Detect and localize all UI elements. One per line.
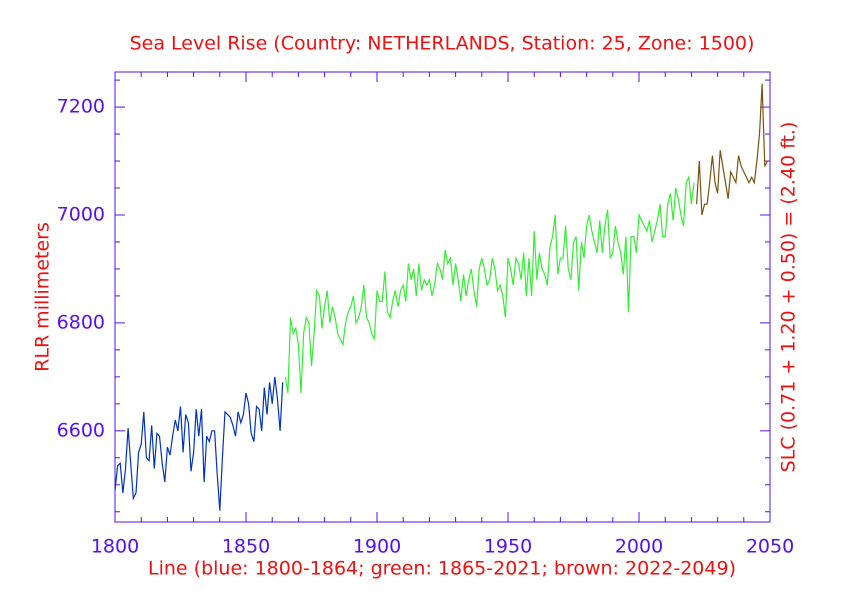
y-axis-label: RLR millimeters xyxy=(32,222,54,372)
x-tick-label: 1850 xyxy=(222,536,270,558)
series-line xyxy=(114,376,284,511)
y-tick-label: 7000 xyxy=(57,203,105,225)
x-axis-label: Line (blue: 1800-1864; green: 1865-2021;… xyxy=(148,558,736,580)
y-tick-label: 6600 xyxy=(57,419,105,441)
y-tick-label: 7200 xyxy=(57,96,105,118)
x-tick-label: 1900 xyxy=(353,536,401,558)
series-line xyxy=(696,83,768,216)
series-line xyxy=(284,175,695,394)
plot-frame xyxy=(114,71,771,523)
y2-axis-label: SLC (0.71 + 1.20 + 0.50) = (2.40 ft.) xyxy=(778,122,800,473)
x-tick-label: 1950 xyxy=(484,536,532,558)
chart-title: Sea Level Rise (Country: NETHERLANDS, St… xyxy=(130,33,755,55)
x-tick-label: 2050 xyxy=(746,536,794,558)
x-tick-label: 2000 xyxy=(615,536,663,558)
y-tick-label: 6800 xyxy=(57,311,105,333)
x-tick-label: 1800 xyxy=(91,536,139,558)
